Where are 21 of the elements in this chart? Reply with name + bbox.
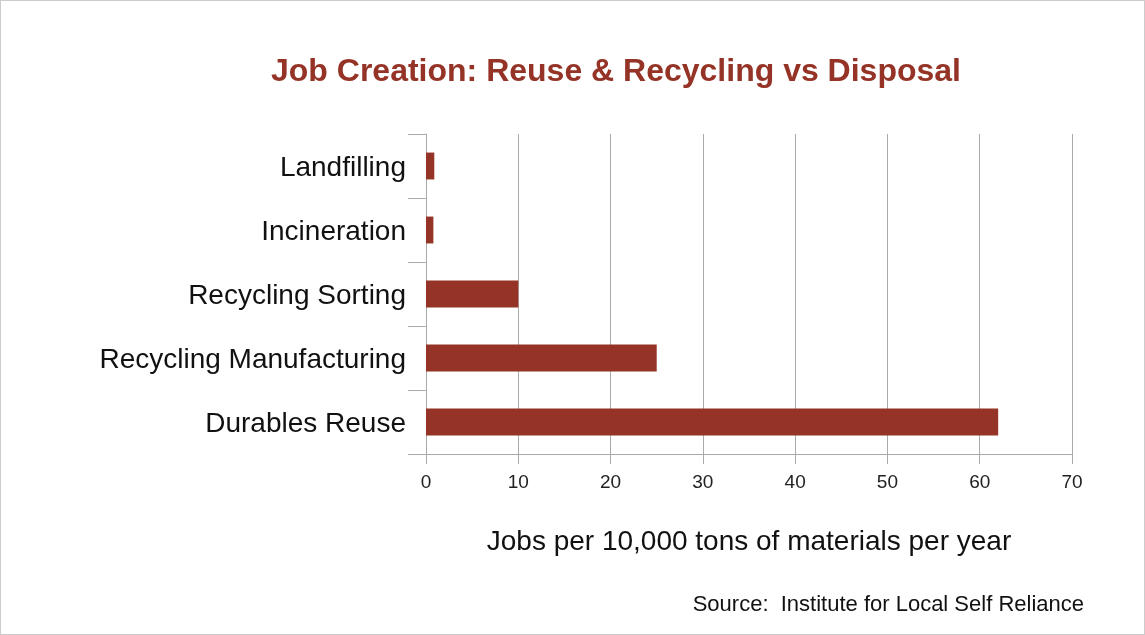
y-tick-label: Incineration	[261, 214, 406, 246]
y-tick-label: Landfilling	[279, 150, 406, 182]
bar	[426, 152, 435, 180]
x-tick-label: 70	[1061, 471, 1083, 492]
x-tick-label: 0	[420, 471, 432, 492]
bar	[426, 280, 519, 308]
bar	[426, 344, 657, 372]
x-tick-label: 60	[969, 471, 991, 492]
y-tick-label: Durables Reuse	[205, 406, 406, 438]
source-note: Source: Institute for Local Self Reliance	[692, 590, 1085, 616]
x-tick-label: 20	[600, 471, 622, 492]
x-axis-title: Jobs per 10,000 tons of materials per year	[486, 524, 1012, 556]
x-tick-label: 10	[507, 471, 529, 492]
x-tick-label: 30	[692, 471, 714, 492]
y-tick-label: Recycling Manufacturing	[99, 342, 406, 374]
x-tick-label: 50	[876, 471, 898, 492]
y-tick-label: Recycling Sorting	[188, 278, 406, 310]
bar	[426, 216, 434, 244]
x-tick-label: 40	[784, 471, 806, 492]
chart-title: Job Creation: Reuse & Recycling vs Disposal	[271, 52, 961, 88]
bar	[426, 408, 999, 436]
